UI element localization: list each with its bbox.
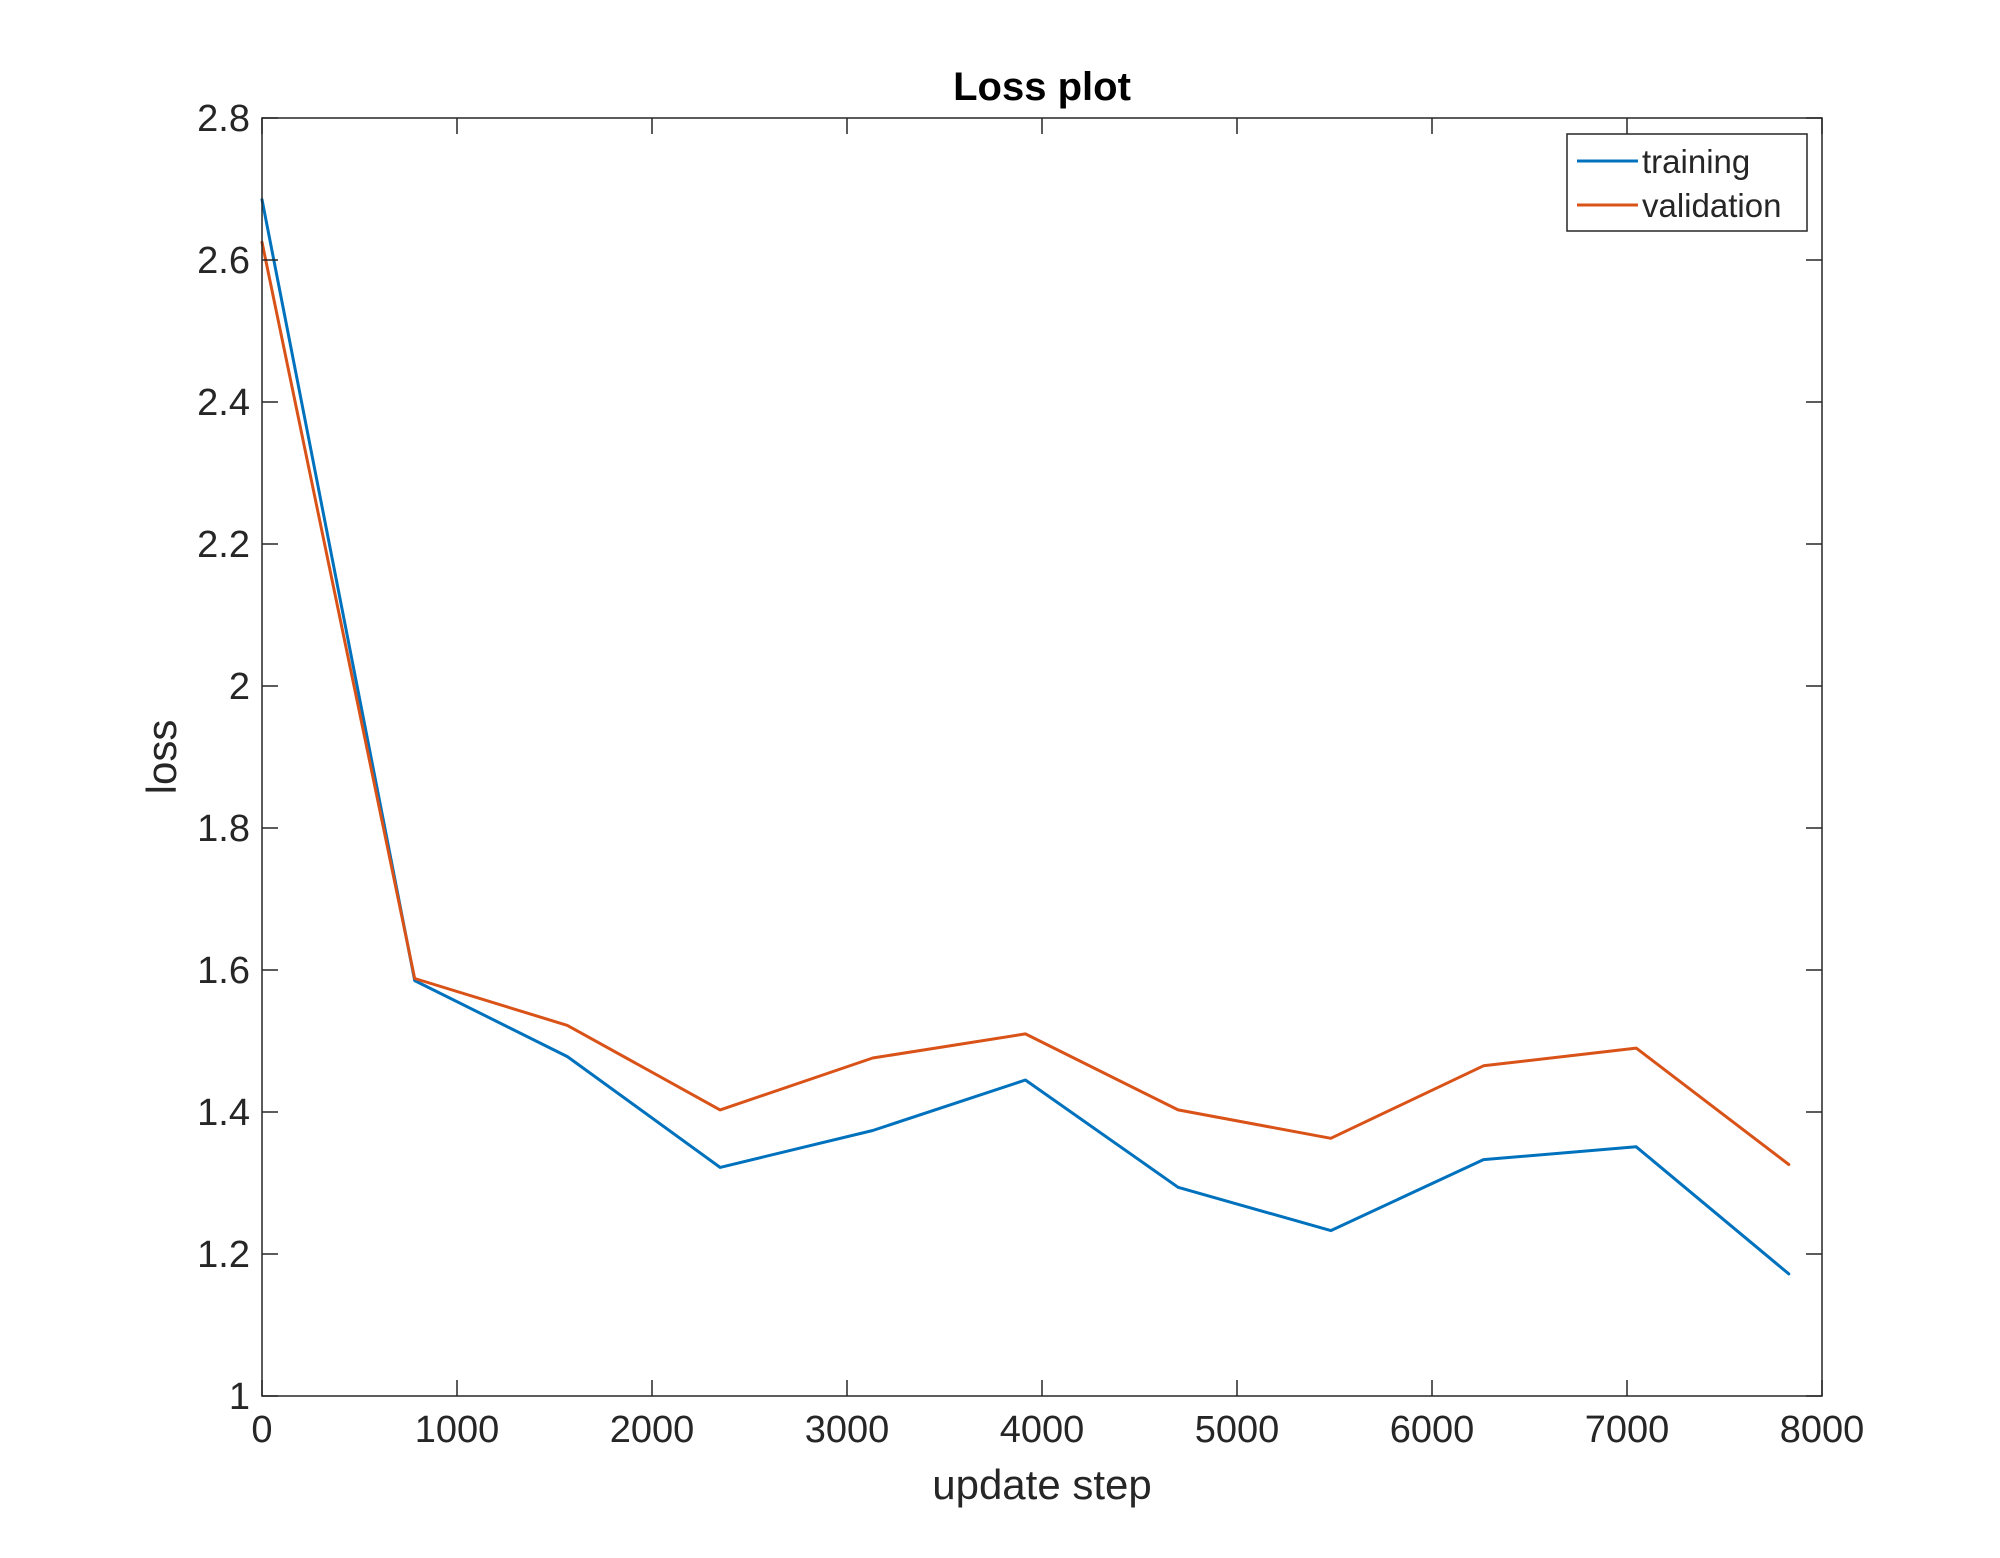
y-tick-label: 1.8 xyxy=(197,808,250,850)
x-tick-label: 1000 xyxy=(415,1409,500,1451)
legend: training validation xyxy=(1566,133,1808,232)
x-tick-labels: 0 1000 2000 3000 4000 5000 6000 7000 8000 xyxy=(251,1409,1864,1451)
y-axis-label: loss xyxy=(138,720,185,795)
y-tick-label: 2 xyxy=(229,666,250,708)
y-tick-label: 2.2 xyxy=(197,524,250,566)
x-tick-label: 3000 xyxy=(805,1409,890,1451)
legend-label-training: training xyxy=(1642,143,1750,180)
x-tick-label: 5000 xyxy=(1195,1409,1280,1451)
x-axis-label: update step xyxy=(932,1461,1152,1508)
y-tick-label: 1.4 xyxy=(197,1092,250,1134)
x-tick-label: 6000 xyxy=(1390,1409,1475,1451)
plot-area xyxy=(262,118,1822,1396)
legend-box xyxy=(1566,133,1808,232)
x-tick-label: 0 xyxy=(251,1409,272,1451)
x-tick-label: 7000 xyxy=(1585,1409,1670,1451)
chart-title: Loss plot xyxy=(953,65,1131,109)
x-tick-label: 4000 xyxy=(1000,1409,1085,1451)
x-tick-label: 2000 xyxy=(610,1409,695,1451)
series-line-validation xyxy=(260,240,1791,1166)
y-tick-label: 2.6 xyxy=(197,240,250,282)
y-tick-label: 1 xyxy=(229,1376,250,1418)
y-tick-label: 1.6 xyxy=(197,950,250,992)
plot-frame xyxy=(261,117,1823,1397)
x-tick-label: 8000 xyxy=(1780,1409,1865,1451)
y-tick-label: 2.8 xyxy=(197,98,250,140)
y-tick-label: 1.2 xyxy=(197,1234,250,1276)
legend-label-validation: validation xyxy=(1642,187,1781,224)
series-layer xyxy=(260,198,1791,1276)
series-line-training xyxy=(260,198,1791,1276)
y-tick-labels: 1 1.2 1.4 1.6 1.8 2 2.2 2.4 2.6 2.8 xyxy=(197,98,250,1418)
y-tick-label: 2.4 xyxy=(197,382,250,424)
